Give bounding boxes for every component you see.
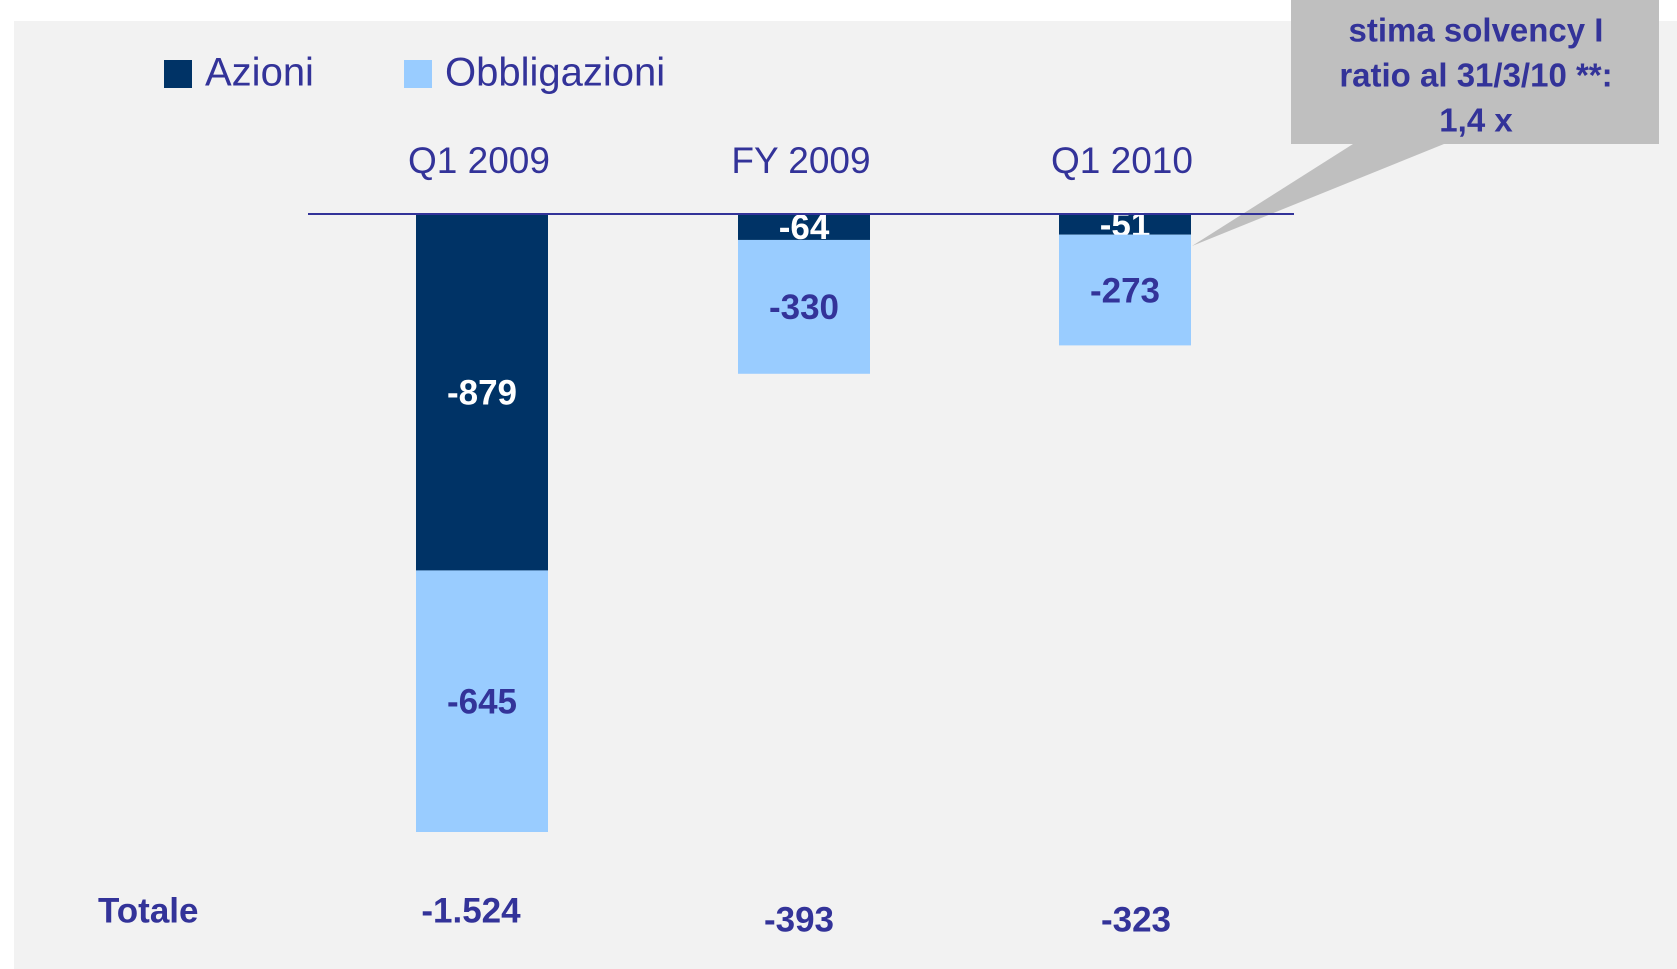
callout-text: stima solvency I [1349, 12, 1604, 49]
data-label: -879 [447, 373, 517, 412]
x-tick-label: FY 2009 [731, 140, 870, 181]
bar-segment [1059, 234, 1191, 346]
data-label: -330 [769, 288, 839, 327]
x-tick-label: Q1 2009 [408, 140, 550, 181]
total-label: -323 [1101, 900, 1171, 939]
callout-text: 1,4 x [1439, 102, 1513, 139]
bar-segment [1059, 214, 1191, 235]
x-tick-label: Q1 2010 [1051, 140, 1193, 181]
data-label: -645 [447, 682, 517, 721]
data-label: -273 [1090, 271, 1160, 310]
bar-segment [738, 239, 870, 374]
legend-label: Azioni [205, 51, 314, 95]
legend-swatch [164, 60, 192, 88]
legend-label: Obbligazioni [445, 51, 665, 95]
callout-text: ratio al 31/3/10 **: [1339, 57, 1612, 94]
total-label: -1.524 [421, 891, 521, 930]
totals-label: Totale [98, 891, 198, 930]
total-label: -393 [764, 900, 834, 939]
legend-swatch [404, 60, 432, 88]
bar-segment [738, 214, 870, 240]
bar-segment [416, 214, 548, 571]
callout-pointer [1192, 144, 1444, 246]
bar-segment [416, 570, 548, 832]
plot-background [14, 21, 1677, 969]
callout-box [1291, 0, 1659, 144]
